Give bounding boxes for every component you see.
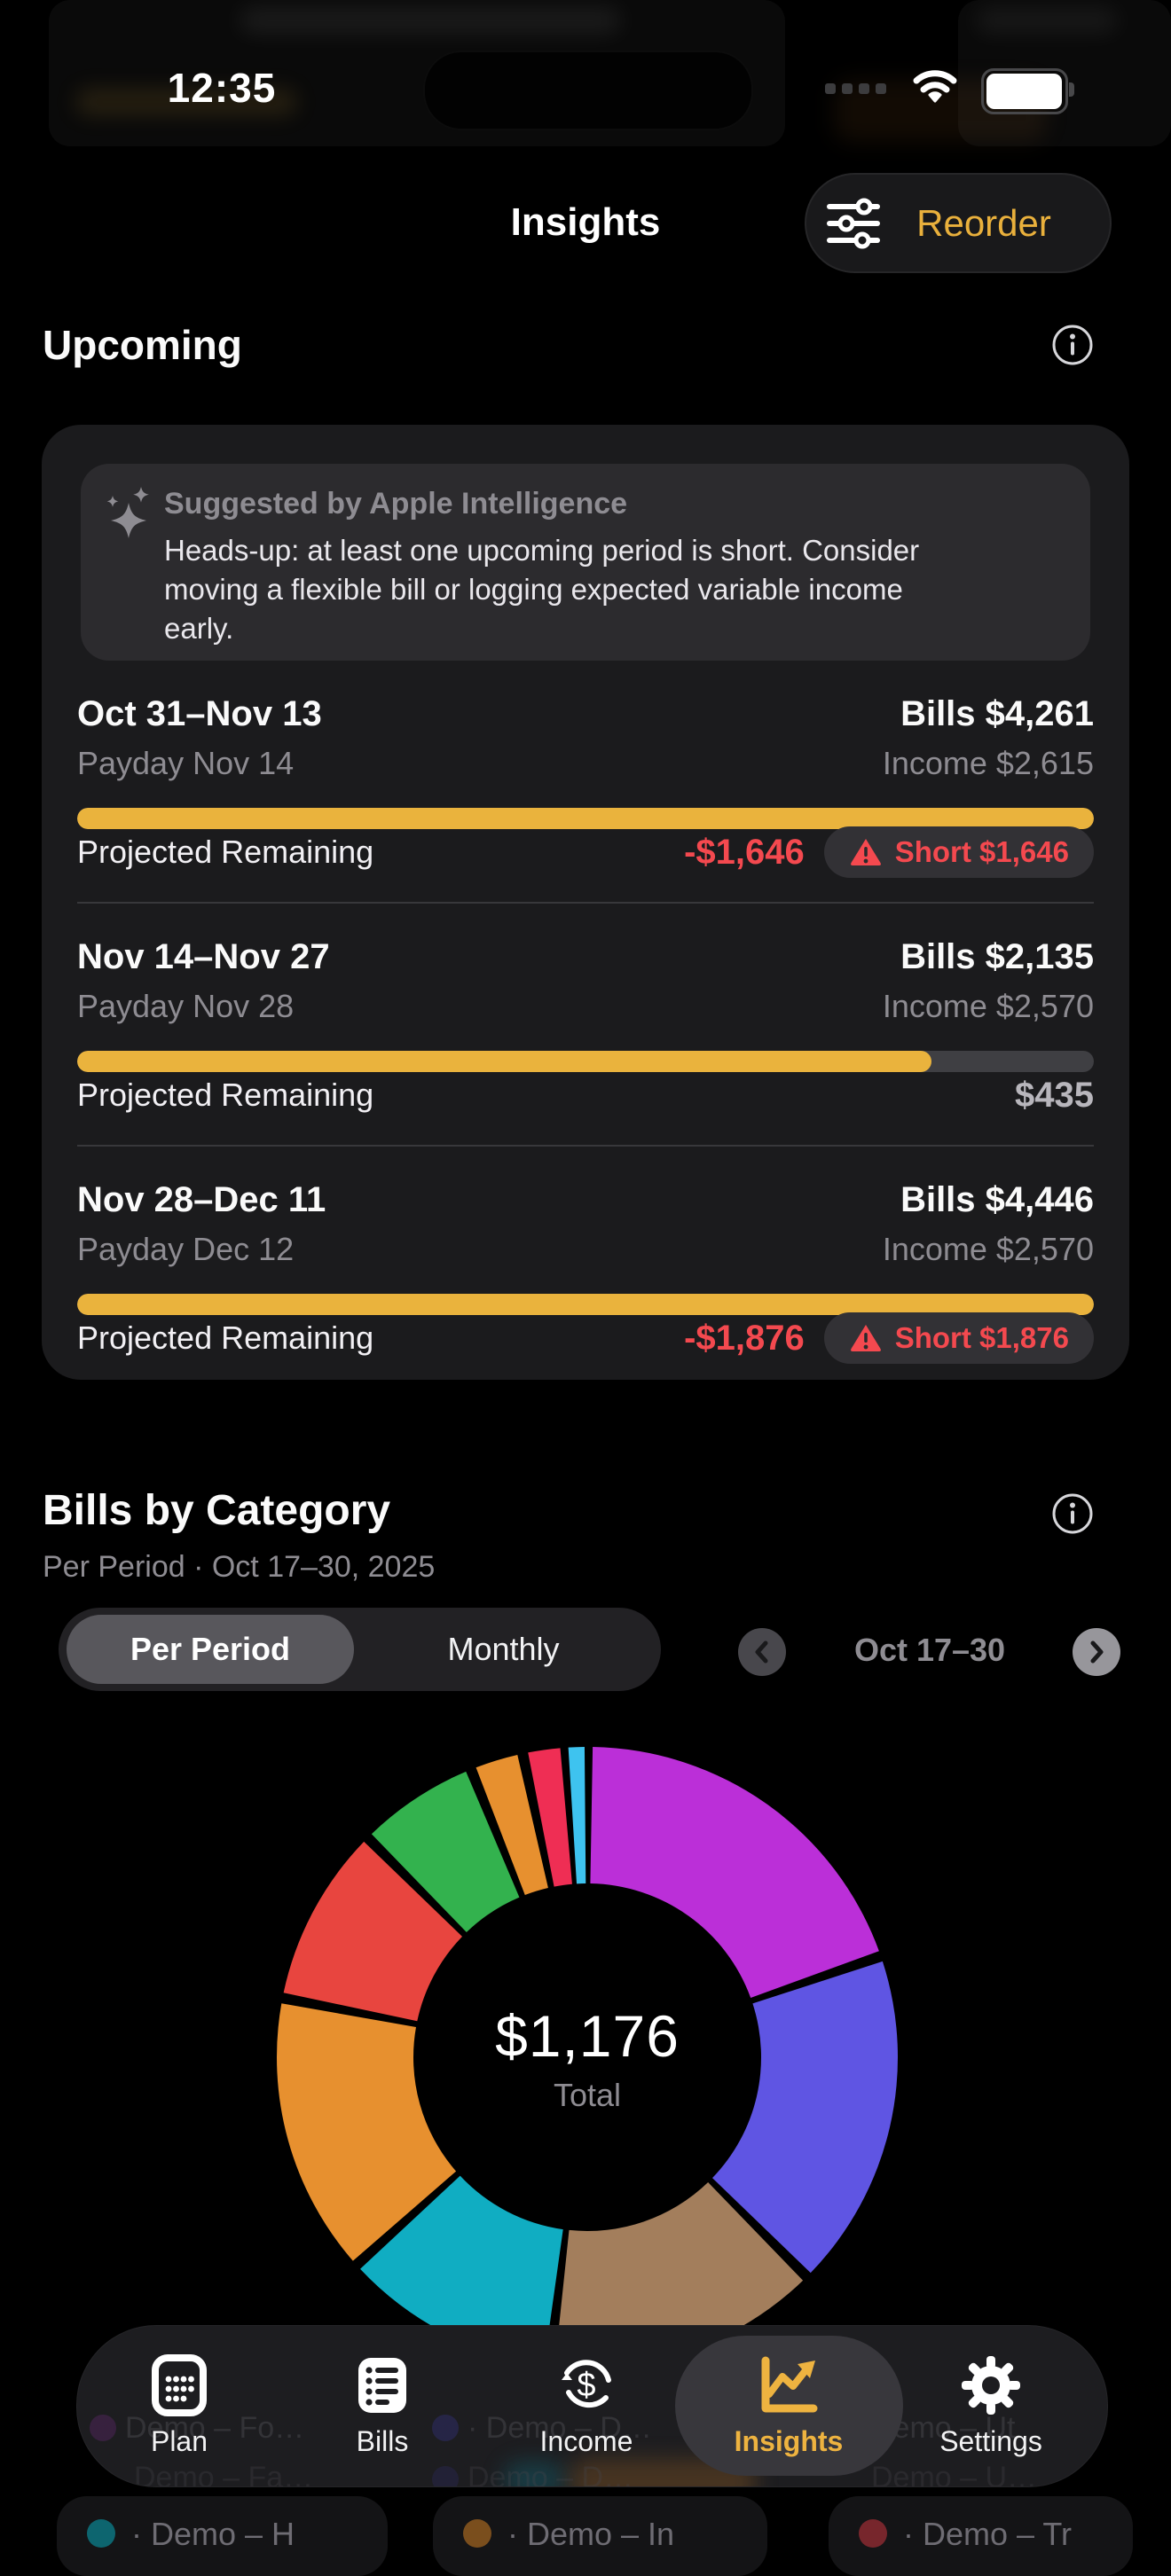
donut-segment[interactable] bbox=[360, 2175, 563, 2365]
donut-segment[interactable] bbox=[568, 1747, 586, 1884]
calculator-icon bbox=[152, 2354, 207, 2416]
bills-donut-chart[interactable] bbox=[0, 1729, 1171, 2403]
period-range: Oct 31–Nov 13 bbox=[77, 693, 322, 733]
short-badge-label: Short $1,646 bbox=[894, 835, 1069, 868]
cellular-signal-icon bbox=[825, 83, 886, 94]
apple-intelligence-suggestion: Suggested by Apple Intelligence Heads-up… bbox=[81, 464, 1090, 661]
chevron-left-icon bbox=[755, 1640, 768, 1664]
svg-text:$: $ bbox=[577, 2367, 595, 2404]
period-payday: Payday Nov 14 bbox=[77, 745, 295, 781]
remaining-value: -$1,646 bbox=[684, 832, 805, 872]
page-title: Insights bbox=[510, 200, 661, 244]
upcoming-card: Suggested by Apple Intelligence Heads-up… bbox=[42, 425, 1129, 1380]
segment-monthly[interactable]: Monthly bbox=[447, 1631, 560, 1667]
donut-center-total: $1,176 bbox=[495, 2003, 680, 2069]
period-bills: Bills $4,261 bbox=[900, 693, 1094, 733]
remaining-value: -$1,876 bbox=[684, 1318, 805, 1358]
money-cycle-icon: $ bbox=[562, 2360, 611, 2408]
blurred-text-remnant bbox=[75, 89, 297, 115]
donut-segment[interactable] bbox=[554, 2181, 804, 2368]
reorder-label: Reorder bbox=[916, 201, 1051, 244]
remaining-label: Projected Remaining bbox=[77, 834, 374, 870]
donut-segment[interactable] bbox=[711, 1961, 899, 2274]
reorder-button[interactable]: Reorder bbox=[805, 173, 1112, 273]
period-nav-label: Oct 17–30 bbox=[853, 1632, 1006, 1668]
segmented-selected-pill bbox=[67, 1615, 354, 1684]
bills-info-icon[interactable] bbox=[1050, 1492, 1095, 1536]
donut-segment[interactable] bbox=[475, 1754, 548, 1896]
prev-period-button[interactable] bbox=[738, 1628, 786, 1676]
period-payday: Payday Dec 12 bbox=[77, 1231, 295, 1267]
suggestion-body: Heads-up: at least one upcoming period i… bbox=[164, 534, 920, 645]
suggestion-title: Suggested by Apple Intelligence bbox=[164, 487, 628, 521]
blurred-text-remnant bbox=[240, 7, 621, 34]
period-progress-bar bbox=[77, 1051, 1094, 1072]
dynamic-island bbox=[423, 51, 753, 130]
period-row: Nov 14–Nov 27 Bills $2,135 Payday Nov 28… bbox=[77, 934, 1094, 1173]
remaining-label: Projected Remaining bbox=[77, 1319, 374, 1356]
period-progress-bar bbox=[77, 808, 1094, 829]
short-badge-label: Short $1,876 bbox=[894, 1321, 1069, 1354]
segment-per-period[interactable]: Per Period bbox=[130, 1631, 291, 1667]
bills-subtitle: Per Period · Oct 17–30, 2025 bbox=[43, 1550, 436, 1584]
wifi-icon bbox=[913, 70, 957, 103]
donut-center-label: Total bbox=[553, 2077, 622, 2113]
chevron-right-icon bbox=[1090, 1640, 1104, 1664]
donut-segment[interactable] bbox=[528, 1748, 572, 1887]
tab-plan[interactable]: Plan bbox=[99, 2353, 259, 2481]
legend-chip[interactable]: · Demo – In bbox=[433, 2496, 767, 2576]
sparkles-icon bbox=[106, 487, 149, 538]
warning-icon bbox=[850, 839, 881, 865]
sliders-icon bbox=[827, 198, 880, 248]
period-bills: Bills $4,446 bbox=[900, 1179, 1094, 1219]
battery-icon bbox=[981, 68, 1074, 114]
period-payday: Payday Nov 28 bbox=[77, 988, 295, 1024]
period-income: Income $2,570 bbox=[882, 1231, 1094, 1267]
donut-segment[interactable] bbox=[371, 1771, 520, 1933]
upcoming-heading: Upcoming bbox=[43, 322, 242, 368]
donut-segment[interactable] bbox=[590, 1747, 879, 1998]
legend-chip[interactable]: · Demo – Tr bbox=[829, 2496, 1133, 2576]
upcoming-info-icon[interactable] bbox=[1050, 323, 1095, 367]
tab-income[interactable]: $ Income bbox=[507, 2353, 666, 2481]
remaining-label: Projected Remaining bbox=[77, 1077, 374, 1113]
period-row: Nov 28–Dec 11 Bills $4,446 Payday Dec 12… bbox=[77, 1177, 1094, 1416]
blurred-legend-glow bbox=[503, 2462, 565, 2486]
warning-icon bbox=[850, 1325, 881, 1351]
tab-bills[interactable]: Bills bbox=[303, 2353, 462, 2481]
period-mode-segmented-control: Per Period Monthly bbox=[59, 1608, 661, 1691]
tab-bar: Demo – Fo… · Demo – D… Demo – Ut Demo – … bbox=[76, 2325, 1108, 2487]
remaining-value: $435 bbox=[1015, 1075, 1094, 1115]
donut-segment[interactable] bbox=[277, 2003, 457, 2261]
blurred-text-remnant bbox=[976, 7, 1118, 34]
short-badge: Short $1,646 bbox=[823, 826, 1094, 878]
status-time: 12:35 bbox=[167, 65, 277, 111]
period-income: Income $2,615 bbox=[882, 745, 1094, 781]
period-income: Income $2,570 bbox=[882, 988, 1094, 1024]
period-range: Nov 28–Dec 11 bbox=[77, 1179, 326, 1219]
donut-segment[interactable] bbox=[283, 1841, 463, 2022]
chart-line-icon bbox=[761, 2356, 818, 2413]
tab-insights[interactable]: Insights bbox=[709, 2353, 868, 2481]
legend-chip[interactable]: · Demo – H bbox=[57, 2496, 388, 2576]
period-progress-bar bbox=[77, 1294, 1094, 1315]
tab-settings[interactable]: Settings bbox=[911, 2353, 1071, 2481]
period-row: Oct 31–Nov 13 Bills $4,261 Payday Nov 14… bbox=[77, 691, 1094, 930]
next-period-button[interactable] bbox=[1073, 1628, 1120, 1676]
bills-by-category-heading: Bills by Category bbox=[43, 1487, 391, 1534]
gear-icon bbox=[962, 2356, 1020, 2415]
period-bills: Bills $2,135 bbox=[900, 936, 1094, 976]
short-badge: Short $1,876 bbox=[823, 1312, 1094, 1364]
list-icon bbox=[358, 2358, 406, 2413]
period-range: Nov 14–Nov 27 bbox=[77, 936, 330, 976]
